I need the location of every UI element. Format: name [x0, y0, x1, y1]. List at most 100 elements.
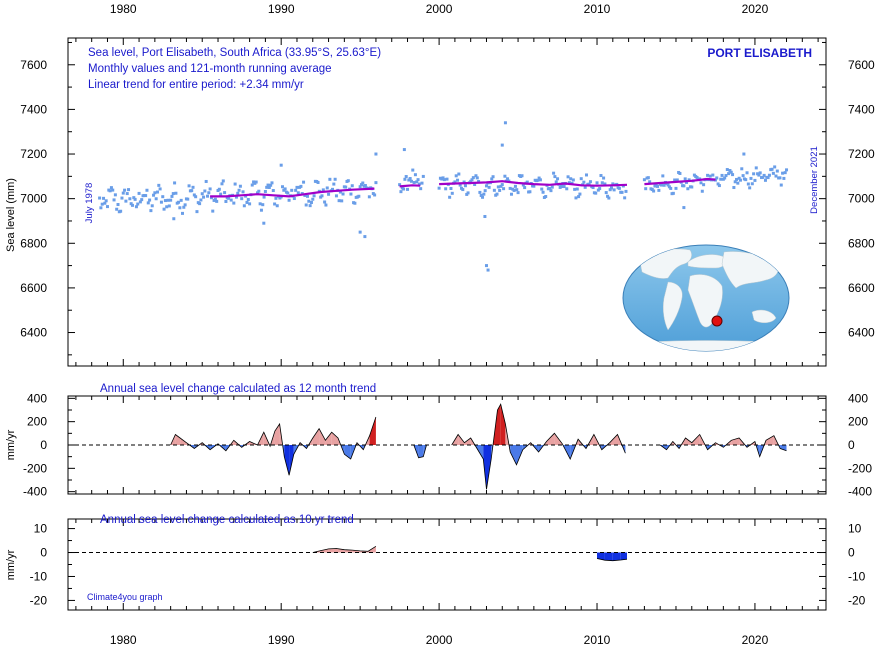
sea-level-panel-frame [67, 37, 827, 367]
monthly-point-171 [323, 200, 327, 204]
trend-12-month-ylabel-left-400: 400 [27, 391, 47, 405]
monthly-point-336 [577, 195, 581, 199]
monthly-point-421 [706, 173, 710, 177]
year-label-top-2020: 2020 [742, 2, 769, 16]
monthly-point-226 [417, 182, 421, 186]
trend-12-month-area-39 [331, 432, 338, 445]
monthly-point-272 [492, 188, 496, 192]
monthly-point-172 [324, 203, 328, 207]
monthly-point-127 [265, 185, 269, 189]
monthly-point-110 [242, 204, 246, 208]
trend-10-yr-area-10 [612, 552, 621, 561]
monthly-point-236 [445, 177, 449, 181]
monthly-point-233 [441, 176, 445, 180]
monthly-point-182 [337, 199, 341, 203]
monthly-point-125 [262, 195, 266, 199]
monthly-point-56 [171, 192, 175, 196]
monthly-point-96 [224, 199, 228, 203]
monthly-point-200 [361, 181, 365, 185]
sea-level-ylabel-right-6400: 6400 [848, 326, 875, 340]
monthly-point-260 [477, 180, 481, 184]
monthly-point-374 [644, 187, 648, 191]
monthly-point-170 [321, 188, 325, 192]
monthly-point-332 [571, 178, 575, 182]
trend-12-month-area-29 [289, 445, 294, 476]
monthly-point-262 [479, 194, 483, 198]
monthly-point-79 [202, 195, 206, 199]
monthly-outlier-12 [742, 152, 746, 156]
monthly-point-8 [108, 189, 112, 193]
monthly-point-275 [496, 185, 500, 189]
monthly-point-219 [408, 177, 412, 181]
monthly-point-52 [166, 198, 170, 202]
monthly-point-121 [257, 189, 261, 193]
monthly-point-37 [146, 201, 150, 205]
monthly-point-229 [421, 174, 425, 178]
monthly-point-251 [465, 192, 469, 196]
monthly-point-85 [209, 196, 213, 200]
monthly-point-88 [213, 197, 217, 201]
trend-10-yr-ylabel-left--20: -20 [30, 593, 48, 607]
monthly-point-68 [187, 184, 191, 188]
start-date-label: July 1978 [84, 183, 95, 224]
monthly-point-81 [204, 179, 208, 183]
year-label-top-1980: 1980 [110, 2, 137, 16]
monthly-point-451 [745, 171, 749, 175]
trend-12-month-area-42 [344, 445, 351, 459]
monthly-point-445 [737, 176, 741, 180]
trend-10-yr-ylabel-right-10: 10 [848, 522, 862, 536]
monthly-point-63 [180, 211, 184, 215]
trend-10-yr-ylabel-right--20: -20 [848, 593, 866, 607]
monthly-outlier-10 [500, 143, 504, 147]
trend-12-month-area-63 [497, 404, 501, 445]
monthly-outlier-13 [682, 206, 686, 210]
trend-12-month-ylabel-left-200: 200 [27, 415, 47, 429]
monthly-point-105 [236, 191, 240, 195]
year-label-bottom-2020: 2020 [742, 633, 769, 647]
monthly-outlier-3 [358, 230, 362, 234]
monthly-point-42 [153, 191, 157, 195]
trend-10-yr-ylabel-left-0: 0 [40, 546, 47, 560]
monthly-point-22 [127, 188, 131, 192]
monthly-point-29 [136, 202, 140, 206]
monthly-point-248 [461, 188, 465, 192]
monthly-point-371 [623, 196, 627, 200]
monthly-point-49 [162, 207, 166, 211]
monthly-point-470 [770, 167, 774, 171]
monthly-point-10 [111, 188, 115, 192]
monthly-point-217 [406, 187, 410, 191]
monthly-point-54 [169, 198, 173, 202]
monthly-point-91 [217, 187, 221, 191]
info-line-3: Linear trend for entire period: +2.34 mm… [88, 79, 304, 91]
trend-10-yr-area-2 [328, 548, 337, 553]
trend-12-month-area-75 [546, 433, 555, 445]
monthly-point-395 [671, 191, 675, 195]
monthly-point-455 [750, 182, 754, 186]
trend-12-month-right-axis: -400 -200 0 200 400 [819, 391, 872, 499]
sea-level-ylabel-left-7600: 7600 [20, 58, 47, 72]
monthly-point-388 [662, 183, 666, 187]
monthly-point-340 [582, 180, 586, 184]
sea-level-ylabel-left-6400: 6400 [20, 326, 47, 340]
monthly-point-131 [270, 181, 274, 185]
trend-12-month-area-36 [312, 428, 320, 445]
monthly-point-60 [177, 200, 181, 204]
monthly-point-36 [145, 188, 149, 192]
monthly-point-245 [457, 172, 461, 176]
monthly-point-386 [660, 183, 664, 187]
monthly-point-406 [686, 187, 690, 191]
monthly-point-293 [520, 174, 524, 178]
monthly-point-244 [456, 178, 460, 182]
monthly-point-317 [552, 171, 556, 175]
monthly-point-18 [121, 191, 125, 195]
monthly-point-4 [103, 201, 107, 205]
monthly-point-353 [599, 174, 603, 178]
monthly-point-50 [163, 199, 167, 203]
monthly-point-119 [254, 180, 258, 184]
monthly-point-159 [307, 199, 311, 203]
monthly-point-454 [749, 176, 753, 180]
monthly-point-282 [506, 177, 510, 181]
monthly-point-276 [498, 188, 502, 192]
monthly-point-337 [578, 192, 582, 196]
